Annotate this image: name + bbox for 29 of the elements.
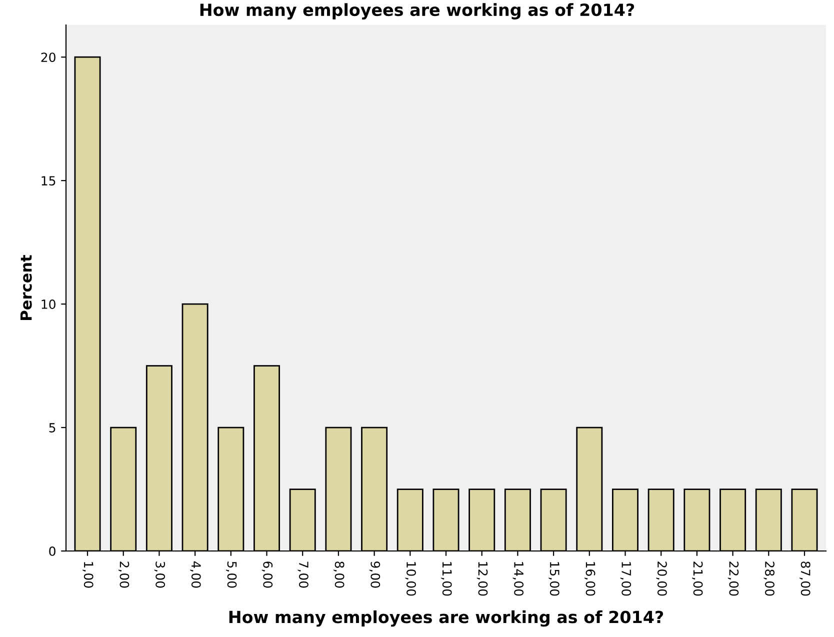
x-tick-label: 12,00: [476, 562, 488, 596]
y-tick-label: 10: [42, 300, 56, 309]
x-axis-title: How many employees are working as of 2014?: [229, 610, 664, 627]
x-tick-label: 28,00: [764, 562, 774, 596]
y-tick-label: 15: [42, 176, 56, 186]
x-tick-label: 10,00: [405, 562, 416, 596]
x-tick-label: 21,00: [692, 562, 703, 596]
x-tick-label: 87,00: [800, 562, 810, 596]
x-tick-label: 7,00: [298, 562, 308, 588]
x-tick-label: 8,00: [334, 562, 344, 588]
x-tick-label: 14,00: [512, 562, 524, 596]
chart-title: How many employees are working as of 2014?: [200, 3, 634, 20]
x-tick-label: 17,00: [620, 562, 632, 596]
y-axis-title: Percent: [20, 255, 32, 320]
x-tick-label: 1,00: [82, 562, 94, 588]
x-tick-label: 3,00: [154, 562, 166, 588]
y-tick-label: 20: [41, 52, 56, 62]
x-tick-label: 2,00: [118, 562, 130, 588]
x-tick-label: 5,00: [226, 562, 237, 588]
y-tick-label: 0: [49, 546, 56, 556]
x-tick-label: 4,00: [190, 561, 201, 588]
x-tick-label: 11,00: [441, 562, 452, 596]
x-tick-label: 20,00: [656, 562, 667, 596]
x-tick-label: 9,00: [369, 562, 380, 588]
x-tick-label: 16,00: [584, 562, 596, 596]
x-tick-label: 22,00: [728, 562, 739, 596]
x-tick-label: 15,00: [548, 562, 560, 596]
y-tick-label: 5: [49, 423, 56, 432]
x-tick-label: 6,00: [262, 562, 273, 588]
